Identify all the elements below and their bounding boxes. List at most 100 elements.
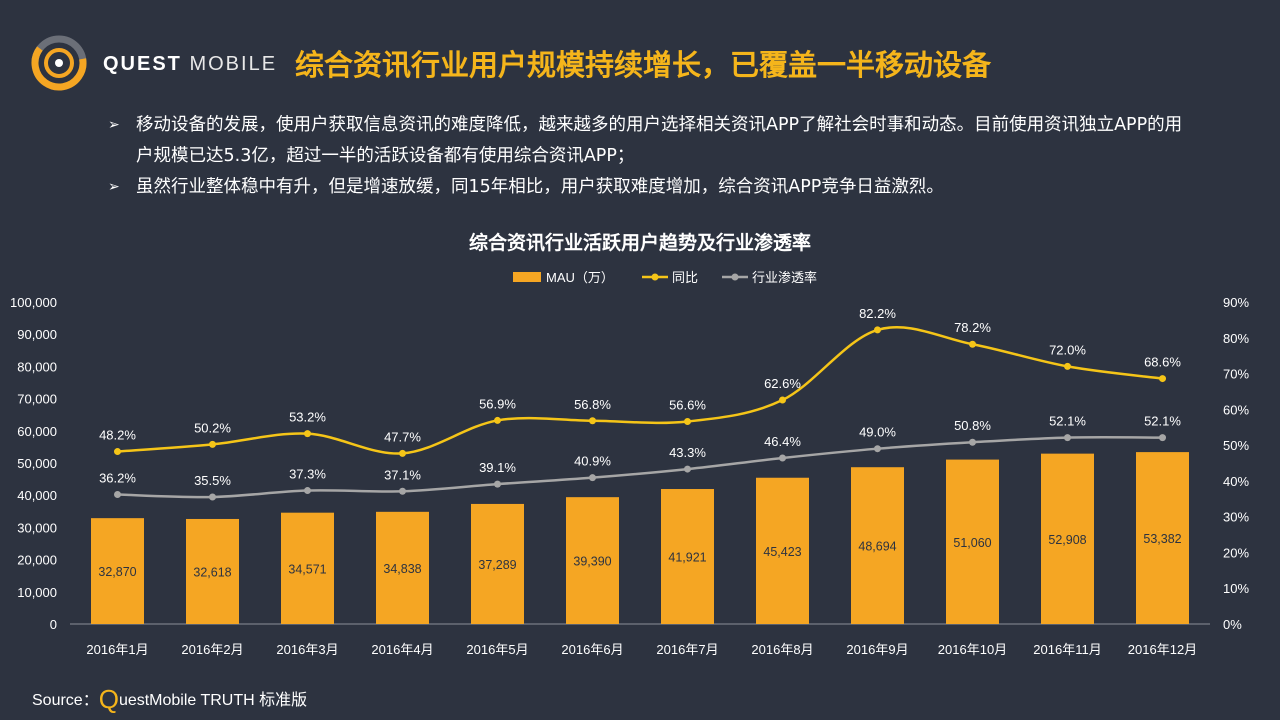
bar-value-label: 32,870	[98, 565, 136, 579]
bullet-text: 移动设备的发展，使用户获取信息资讯的难度降低，越来越多的用户选择相关资讯APP了…	[136, 115, 1183, 166]
x-tick-label: 2016年2月	[181, 642, 243, 657]
bar-value-label: 39,390	[573, 555, 611, 569]
mau-bar	[756, 477, 809, 624]
penetration-value-label: 37.3%	[289, 467, 326, 482]
yoy-value-label: 68.6%	[1144, 355, 1181, 370]
x-tick-label: 2016年7月	[656, 642, 718, 657]
bullet-list: ➢ 移动设备的发展，使用户获取信息资讯的难度降低，越来越多的用户选择相关资讯AP…	[108, 110, 1188, 203]
yoy-point	[114, 448, 121, 456]
y-left-tick-label: 90,000	[17, 327, 57, 342]
bar-value-label: 34,838	[383, 562, 421, 576]
x-tick-label: 2016年6月	[561, 642, 623, 657]
yoy-point	[209, 440, 216, 448]
bar-value-label: 45,423	[763, 545, 801, 559]
yoy-line	[117, 326, 1163, 455]
yoy-value-label: 48.2%	[99, 428, 136, 443]
yoy-value-label: 72.0%	[1049, 342, 1086, 357]
yoy-point	[1064, 362, 1071, 370]
penetration-value-label: 52.1%	[1144, 414, 1181, 429]
mau-bar	[851, 467, 904, 624]
x-tick-label: 2016年4月	[371, 642, 433, 657]
y-right-tick-label: 70%	[1223, 367, 1249, 382]
mau-bar	[1041, 453, 1094, 624]
yoy-point	[494, 416, 501, 424]
mau-bar	[661, 489, 714, 624]
y-right-tick-label: 20%	[1223, 545, 1249, 560]
yoy-point	[684, 417, 691, 425]
mau-bar	[91, 518, 144, 624]
legend-mau-swatch	[513, 272, 541, 282]
y-left-tick-label: 60,000	[17, 424, 57, 439]
bar-value-label: 53,382	[1143, 532, 1181, 546]
x-tick-label: 2016年8月	[751, 642, 813, 657]
yoy-value-label: 56.6%	[669, 397, 706, 412]
penetration-value-label: 35.5%	[194, 473, 231, 488]
mau-bar	[186, 518, 239, 624]
y-right-tick-label: 50%	[1223, 438, 1249, 453]
x-tick-label: 2016年12月	[1128, 642, 1197, 657]
yoy-value-label: 82.2%	[859, 306, 896, 321]
bullet-arrow-icon: ➢	[108, 117, 120, 133]
mau-bar	[376, 511, 429, 624]
bar-value-label: 32,618	[193, 565, 231, 579]
y-left-tick-label: 30,000	[17, 520, 57, 535]
source-note: Source：QuestMobile TRUTH 标准版	[32, 684, 308, 714]
brand-name: QUEST MOBILE	[103, 53, 278, 75]
penetration-value-label: 49.0%	[859, 425, 896, 440]
bullet-arrow-icon: ➢	[108, 179, 120, 195]
y-right-tick-label: 30%	[1223, 510, 1249, 525]
yoy-point	[399, 449, 406, 457]
bullet-item: ➢ 虽然行业整体稳中有升，但是增速放缓，同15年相比，用户获取难度增加，综合资讯…	[108, 172, 1188, 203]
penetration-value-label: 40.9%	[574, 454, 611, 469]
penetration-value-label: 43.3%	[669, 445, 706, 460]
chart-title: 综合资讯行业活跃用户趋势及行业渗透率	[468, 232, 811, 254]
y-right-tick-label: 0%	[1223, 617, 1242, 632]
mau-bar	[566, 497, 619, 624]
y-left-tick-label: 20,000	[17, 553, 57, 568]
y-left-tick-label: 40,000	[17, 488, 57, 503]
penetration-point	[114, 490, 121, 498]
legend-mau-label: MAU（万）	[546, 270, 614, 285]
mau-bar	[281, 512, 334, 624]
yoy-point	[779, 396, 786, 404]
mau-bar	[1136, 452, 1189, 624]
penetration-value-label: 37.1%	[384, 467, 421, 482]
page-title: 综合资讯行业用户规模持续增长，已覆盖一半移动设备	[295, 48, 992, 82]
penetration-point	[399, 487, 406, 495]
y-right-tick-label: 40%	[1223, 474, 1249, 489]
y-left-tick-label: 80,000	[17, 359, 57, 374]
penetration-value-label: 46.4%	[764, 434, 801, 449]
bar-value-label: 41,921	[668, 551, 706, 565]
bar-value-label: 48,694	[858, 540, 896, 554]
y-left-tick-label: 70,000	[17, 392, 57, 407]
y-right-tick-label: 80%	[1223, 331, 1249, 346]
penetration-line	[117, 436, 1163, 499]
penetration-point	[304, 487, 311, 495]
y-right-tick-label: 60%	[1223, 402, 1249, 417]
penetration-value-label: 52.1%	[1049, 414, 1086, 429]
x-tick-label: 2016年9月	[846, 642, 908, 657]
bar-value-label: 34,571	[288, 562, 326, 576]
yoy-value-label: 56.8%	[574, 397, 611, 412]
penetration-point	[494, 480, 501, 488]
yoy-value-label: 50.2%	[194, 420, 231, 435]
penetration-point	[589, 474, 596, 482]
y-left-tick-label: 50,000	[17, 456, 57, 471]
yoy-value-label: 78.2%	[954, 320, 991, 335]
legend-yoy-marker	[651, 273, 659, 281]
y-left-tick-label: 0	[50, 617, 57, 632]
quest-mobile-logo-icon	[31, 35, 87, 91]
bar-value-label: 37,289	[478, 558, 516, 572]
penetration-point	[209, 493, 216, 501]
yoy-value-label: 53.2%	[289, 410, 326, 425]
penetration-point	[779, 454, 786, 462]
mau-bar	[946, 459, 999, 624]
penetration-value-label: 39.1%	[479, 460, 516, 475]
x-tick-label: 2016年11月	[1033, 642, 1101, 657]
legend-yoy-label: 同比	[672, 270, 698, 285]
penetration-point	[1159, 434, 1166, 442]
yoy-point	[1159, 375, 1166, 383]
bullet-item: ➢ 移动设备的发展，使用户获取信息资讯的难度降低，越来越多的用户选择相关资讯AP…	[108, 110, 1188, 172]
bar-value-label: 52,908	[1048, 533, 1086, 547]
